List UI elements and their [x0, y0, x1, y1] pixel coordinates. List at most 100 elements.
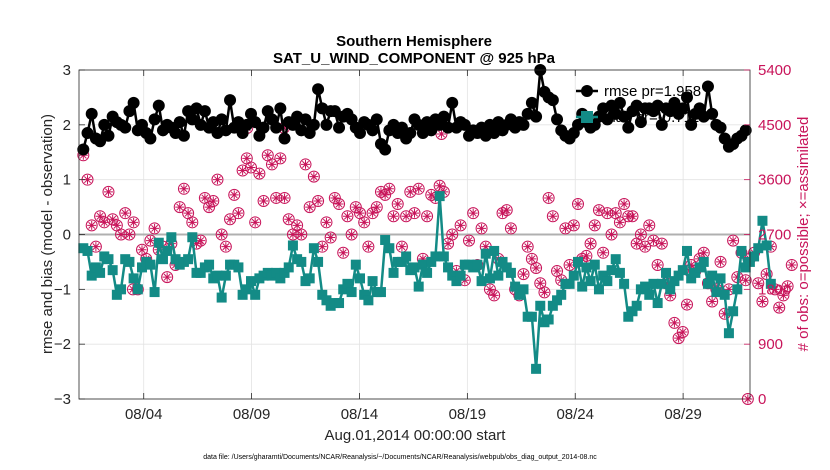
assimilated-obs-point	[284, 214, 294, 224]
bias-point	[631, 300, 642, 311]
bias-point	[426, 256, 437, 267]
assimilated-obs-point	[116, 230, 126, 239]
assimilated-obs-point	[586, 239, 596, 249]
possible-obs-point	[119, 207, 132, 220]
possible-obs-point	[521, 240, 534, 253]
assimilated-obs-point	[254, 169, 264, 179]
possible-obs-point	[186, 216, 199, 229]
bias-point	[183, 254, 194, 265]
possible-obs-point	[597, 246, 610, 259]
bias-point	[610, 254, 621, 265]
assimilated-obs-point	[225, 214, 235, 224]
bias-point	[648, 278, 659, 289]
bias-point	[195, 267, 206, 278]
legend-bias-label: bias pr=-0.7118	[604, 109, 708, 126]
possible-obs-point	[253, 167, 266, 180]
assimilated-obs-point	[531, 263, 541, 273]
assimilated-obs-point	[280, 193, 290, 203]
bias-point	[346, 287, 357, 298]
possible-obs-point	[496, 207, 509, 220]
assimilated-obs-point	[481, 242, 491, 252]
assimilated-obs-point	[384, 184, 394, 194]
bias-point	[367, 276, 378, 287]
rmse-point	[148, 113, 161, 126]
bias-point	[338, 284, 349, 295]
possible-obs-point	[345, 228, 358, 241]
assimilated-obs-point	[124, 230, 134, 239]
bias-point	[489, 245, 500, 256]
bias-point	[271, 267, 282, 278]
possible-obs-point	[102, 185, 115, 198]
assimilated-obs-point	[309, 172, 319, 182]
assimilated-obs-point	[678, 327, 688, 337]
possible-obs-point	[228, 188, 241, 201]
assimilated-obs-point	[674, 333, 684, 343]
assimilated-obs-point	[489, 290, 499, 300]
bias-point	[103, 254, 114, 265]
bias-point	[606, 265, 617, 276]
assimilated-obs-point	[443, 239, 453, 249]
bias-point	[723, 328, 734, 339]
possible-obs-point	[379, 188, 392, 201]
assimilated-obs-point	[548, 211, 558, 221]
bias-point	[619, 278, 630, 289]
assimilated-obs-point	[405, 187, 415, 197]
bias-point	[614, 267, 625, 278]
possible-obs-point	[446, 228, 459, 241]
possible-obs-point	[307, 170, 320, 183]
bias-point	[82, 245, 93, 256]
y-right-tick-labels: 0 900 1800 2700 3600 4500 5400	[758, 62, 791, 408]
possible-obs-point	[672, 332, 685, 345]
bias-point	[581, 262, 592, 273]
assimilated-obs-point	[594, 205, 604, 215]
assimilated-obs-point	[200, 193, 210, 203]
bias-point	[95, 267, 106, 278]
rmse-point	[333, 121, 346, 134]
bias-point	[476, 276, 487, 287]
possible-obs-point	[303, 201, 316, 214]
assimilated-obs-point	[477, 223, 487, 233]
bias-point	[334, 298, 345, 309]
bias-point	[413, 281, 424, 292]
assimilated-obs-point	[196, 236, 206, 246]
assimilated-obs-point	[770, 284, 780, 294]
assimilated-obs-point	[552, 266, 562, 276]
bias-point	[124, 256, 135, 267]
assimilated-obs-point	[397, 242, 407, 252]
assimilated-obs-point	[627, 211, 637, 221]
bias-point	[380, 234, 391, 245]
bias-point	[589, 259, 600, 270]
assimilated-obs-point	[560, 223, 570, 233]
bias-point	[749, 251, 760, 262]
rmse-point	[152, 99, 165, 112]
rmse-point	[173, 116, 186, 129]
assimilated-obs-point	[175, 202, 185, 212]
assimilated-obs-point	[212, 175, 222, 185]
assimilated-obs-point	[103, 187, 113, 197]
bias-point	[350, 259, 361, 270]
assimilated-obs-point	[724, 284, 734, 294]
assimilated-obs-point	[112, 220, 122, 230]
bias-point	[652, 298, 663, 309]
y-right-tick-label: 4500	[758, 117, 791, 134]
assimilated-obs-point	[296, 230, 306, 239]
assimilated-obs-point	[99, 217, 109, 227]
possible-obs-point	[676, 325, 689, 338]
possible-obs-point	[500, 204, 513, 217]
bias-point	[543, 314, 554, 325]
bias-point	[86, 270, 97, 281]
assimilated-obs-point	[436, 129, 446, 139]
assimilated-obs-point	[535, 278, 545, 288]
bias-point	[417, 259, 428, 270]
rmse-point	[77, 143, 90, 156]
assimilated-obs-point	[233, 208, 243, 218]
legend-rmse-marker	[581, 85, 593, 97]
bias-point	[761, 240, 772, 251]
rmse-point	[613, 96, 626, 109]
assimilated-obs-point	[238, 166, 248, 176]
rmse-point	[198, 105, 211, 118]
x-tick-label: 08/04	[125, 406, 163, 423]
assimilated-obs-point	[217, 230, 227, 239]
legend-bias-marker	[581, 111, 593, 123]
bias-point	[719, 289, 730, 300]
